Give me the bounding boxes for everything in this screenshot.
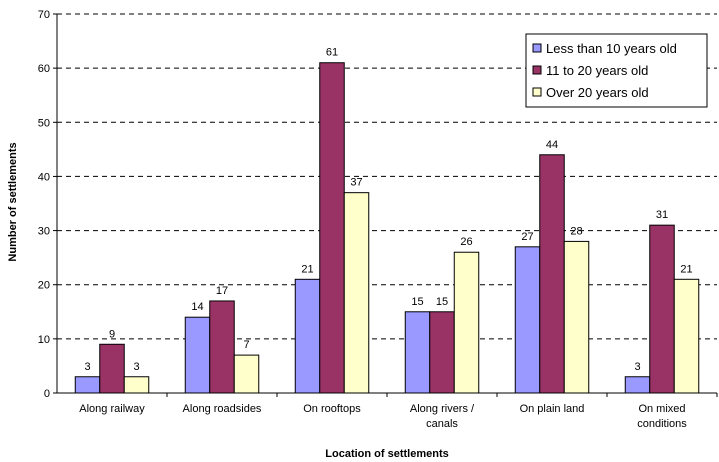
bar-5-1 bbox=[649, 224, 675, 394]
y-tick-label-30: 30 bbox=[38, 226, 50, 238]
x-tick-label-3: Along rivers / canals bbox=[410, 403, 475, 430]
legend-swatch-1 bbox=[532, 65, 542, 75]
data-label-0-0: 3 bbox=[84, 361, 90, 373]
labels: 0 10 20 30 40 50 60 70 Along railway 3 9 3 Along roa… bbox=[38, 9, 693, 430]
legend: Less than 10 years old 11 to 20 years old… bbox=[525, 33, 708, 108]
data-label-4-1: 44 bbox=[546, 139, 558, 151]
legend-swatch-0 bbox=[532, 43, 542, 53]
data-label-3-2: 26 bbox=[460, 236, 472, 248]
y-tick-label-70: 70 bbox=[38, 9, 50, 21]
bars bbox=[74, 62, 700, 394]
legend-swatch-2 bbox=[532, 87, 542, 97]
y-tick-label-50: 50 bbox=[38, 117, 50, 129]
x-axis-title: Location of settlements bbox=[325, 448, 448, 460]
y-tick-label-10: 10 bbox=[38, 334, 50, 346]
bar-3-2 bbox=[453, 251, 480, 394]
data-label-1-0: 14 bbox=[191, 301, 203, 313]
bar-2-0 bbox=[294, 278, 321, 394]
data-label-1-2: 7 bbox=[243, 339, 249, 351]
bar-4-2 bbox=[563, 240, 590, 394]
legend-label-2: Over 20 years old bbox=[546, 85, 649, 100]
bar-1-0 bbox=[184, 316, 211, 394]
bar-1-2 bbox=[233, 354, 260, 394]
bar-1-1 bbox=[209, 300, 235, 394]
data-label-5-1: 31 bbox=[656, 209, 668, 221]
x-tick-label-2: On rooftops bbox=[303, 403, 361, 415]
data-label-1-1: 17 bbox=[216, 285, 228, 297]
bar-5-0 bbox=[624, 376, 651, 394]
data-label-2-1: 61 bbox=[326, 47, 338, 59]
bar-3-1 bbox=[429, 311, 455, 394]
data-label-0-2: 3 bbox=[133, 361, 139, 373]
legend-label-0: Less than 10 years old bbox=[546, 41, 677, 56]
y-axis-title: Number of settlements bbox=[7, 142, 19, 261]
bar-0-1 bbox=[99, 343, 125, 394]
axes bbox=[53, 13, 718, 397]
legend-label-1: 11 to 20 years old bbox=[546, 63, 648, 78]
x-tick-label-0: Along railway bbox=[79, 403, 145, 415]
x-tick-label-4: On plain land bbox=[520, 403, 585, 415]
data-label-4-2: 28 bbox=[570, 225, 582, 237]
bar-2-1 bbox=[319, 62, 345, 394]
y-tick-label-0: 0 bbox=[44, 388, 50, 400]
data-label-3-0: 15 bbox=[411, 296, 423, 308]
data-label-5-0: 3 bbox=[634, 361, 640, 373]
bar-4-0 bbox=[514, 246, 541, 394]
bar-5-2 bbox=[673, 278, 700, 394]
y-tick-label-40: 40 bbox=[38, 171, 50, 183]
bar-2-2 bbox=[343, 192, 370, 394]
bar-0-2 bbox=[123, 376, 150, 394]
bar-3-0 bbox=[404, 311, 431, 394]
data-label-3-1: 15 bbox=[436, 296, 448, 308]
bar-4-1 bbox=[539, 154, 565, 394]
y-tick-label-20: 20 bbox=[38, 280, 50, 292]
x-tick-label-1: Along roadsides bbox=[183, 403, 262, 415]
legend-box bbox=[525, 33, 708, 108]
data-label-4-0: 27 bbox=[521, 231, 533, 243]
x-tick-label-5: On mixed conditions bbox=[637, 403, 687, 430]
bar-0-0 bbox=[74, 376, 101, 394]
data-label-0-1: 9 bbox=[109, 328, 115, 340]
y-tick-label-60: 60 bbox=[38, 63, 50, 75]
data-label-5-2: 21 bbox=[680, 263, 692, 275]
data-label-2-2: 37 bbox=[350, 177, 362, 189]
data-label-2-0: 21 bbox=[301, 263, 313, 275]
